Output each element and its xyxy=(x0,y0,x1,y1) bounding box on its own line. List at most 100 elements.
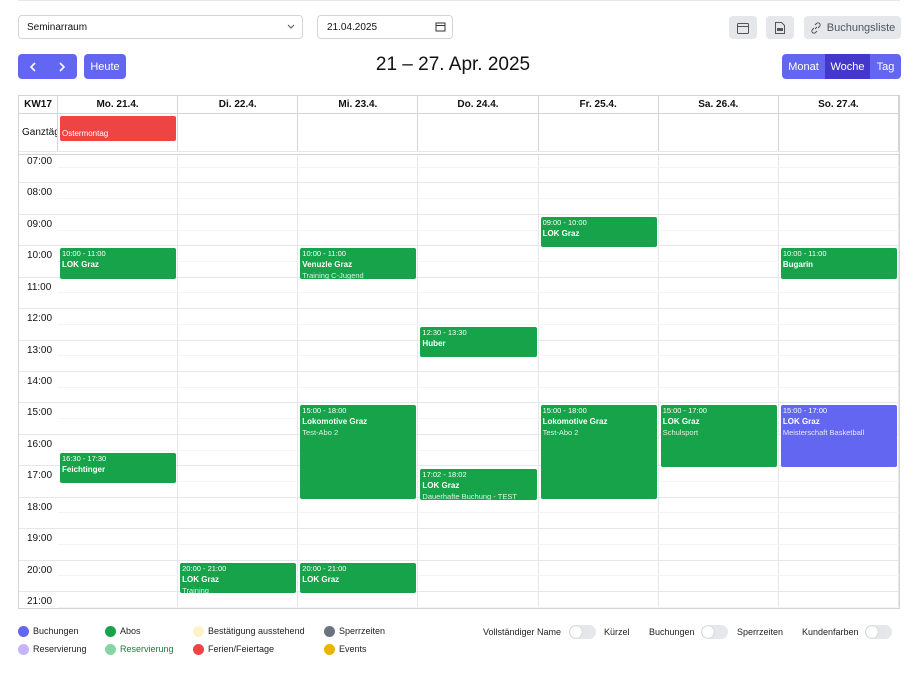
event-subtitle: Training xyxy=(182,585,209,593)
event-time: 15:00 - 18:00 xyxy=(302,406,347,416)
event-title: LOK Graz xyxy=(182,574,220,584)
allday-cell xyxy=(658,113,779,151)
date-input[interactable]: 21.04.2025 xyxy=(317,15,453,39)
hour-label: 13:00 xyxy=(27,344,53,356)
half-hour-line xyxy=(58,606,899,608)
event-time: 20:00 - 21:00 xyxy=(302,563,347,573)
legend-label: Abos xyxy=(120,626,141,636)
event-title: LOK Graz xyxy=(62,260,99,270)
event-title: Lokomotive Graz xyxy=(302,417,368,427)
half-hour-line xyxy=(58,229,899,231)
hour-line xyxy=(19,276,899,278)
hour-label: 17:00 xyxy=(27,470,53,482)
hour-line xyxy=(19,213,899,215)
hour-label: 11:00 xyxy=(27,281,52,293)
hour-line xyxy=(19,559,899,561)
hour-label: 18:00 xyxy=(27,501,53,513)
prev-button[interactable] xyxy=(26,60,40,74)
event[interactable]: 10:00 - 11:00 LOK Graz xyxy=(60,248,177,279)
event[interactable]: 20:00 - 21:00 LOK Graz xyxy=(300,562,417,593)
pdf-button[interactable] xyxy=(766,16,794,39)
event[interactable]: 15:00 - 17:00 LOK Graz Schulsport xyxy=(660,405,777,468)
hour-line xyxy=(19,528,899,530)
hour-label: 19:00 xyxy=(27,533,53,545)
day-header: Fr. 25.4. xyxy=(539,96,659,113)
today-button[interactable]: Heute xyxy=(84,54,126,79)
half-hour-line xyxy=(58,166,899,168)
link-icon xyxy=(811,21,821,34)
event-title: Feichtinger xyxy=(62,464,106,474)
hour-label: 09:00 xyxy=(27,218,53,230)
legend-dot xyxy=(193,644,204,655)
view-button[interactable]: Tag xyxy=(870,54,901,79)
day-header: Sa. 26.4. xyxy=(659,96,779,113)
allday-cell xyxy=(538,113,659,151)
legend: Buchungen Abos Bestätigung ausstehend Sperr… xyxy=(0,620,920,670)
day-column xyxy=(659,155,779,608)
next-button[interactable] xyxy=(55,60,69,74)
event-time: 16:30 - 17:30 xyxy=(62,453,107,463)
toggle-switch[interactable] xyxy=(569,625,596,639)
hour-line xyxy=(19,151,899,152)
day-column xyxy=(418,155,539,608)
event-time: 10:00 - 11:00 xyxy=(782,249,827,259)
hour-line xyxy=(19,433,899,435)
room-select[interactable]: Seminarraum xyxy=(18,15,303,39)
half-hour-line xyxy=(58,292,899,294)
view-button[interactable]: Monat xyxy=(782,54,825,79)
legend-dot xyxy=(18,644,29,655)
event-subtitle: Test-Abo 2 xyxy=(542,428,579,438)
event[interactable]: 15:00 - 17:00 LOK Graz Meisterschaft Baske… xyxy=(780,405,897,468)
legend-dot xyxy=(105,626,116,637)
booking-list-button[interactable]: Buchungsliste xyxy=(804,16,901,39)
event[interactable]: 09:00 - 10:00 LOK Graz xyxy=(540,216,657,248)
toggle-label: Kundenfarben xyxy=(802,627,859,637)
calendar-icon xyxy=(435,22,446,32)
date-value: 21.04.2025 xyxy=(327,21,378,33)
calendar-button[interactable] xyxy=(729,16,757,39)
day-column xyxy=(298,155,419,608)
event-title: Venuzle Graz xyxy=(302,260,353,270)
event-title: LOK Graz xyxy=(302,574,340,584)
event-subtitle: Meisterschaft Basketball xyxy=(782,428,865,438)
hour-label: 16:00 xyxy=(27,438,53,450)
event[interactable]: 16:30 - 17:30 Feichtinger xyxy=(60,452,177,483)
event[interactable]: 12:30 - 13:30 Huber xyxy=(420,326,537,358)
chevron xyxy=(287,24,295,29)
half-hour-line xyxy=(58,543,899,545)
event-time: 20:00 - 21:00 xyxy=(182,563,227,573)
hour-line xyxy=(19,182,899,184)
event-title: Lokomotive Graz xyxy=(542,417,608,427)
event[interactable]: 10:00 - 11:00 Venuzle Graz Training C-Juge… xyxy=(300,248,417,279)
event[interactable]: 15:00 - 18:00 Lokomotive Graz Test-Abo 2 xyxy=(300,405,417,499)
hour-label: 07:00 xyxy=(27,156,53,167)
legend-label: Events xyxy=(339,644,367,654)
calendar-grid: KW17 Ganztäg Mo. 21.4. Ostermontag Di. 22.4.… xyxy=(18,95,900,609)
event[interactable]: 20:00 - 21:00 LOK Graz Training xyxy=(180,562,297,593)
legend-label: Ferien/Feiertage xyxy=(208,644,275,654)
legend-dot xyxy=(18,626,29,637)
event-time: 15:00 - 17:00 xyxy=(782,406,828,416)
event-title: LOK Graz xyxy=(542,228,580,238)
view-button-active[interactable]: Woche xyxy=(825,54,870,79)
icon xyxy=(775,21,785,34)
event-time: 15:00 - 17:00 xyxy=(662,406,707,416)
event[interactable]: 17:02 - 18:02 LOK Graz Dauerhafte Buchung … xyxy=(420,469,537,500)
day-header: Di. 22.4. xyxy=(178,96,299,113)
half-hour-line xyxy=(58,261,899,262)
half-hour-line xyxy=(58,575,899,577)
event[interactable]: 15:00 - 18:00 Lokomotive Graz Test-Abo 2 xyxy=(540,405,657,499)
half-hour-line xyxy=(58,323,899,325)
hour-line xyxy=(19,465,899,467)
holiday-event: Ostermontag xyxy=(60,116,177,141)
room-value: Seminarraum xyxy=(27,21,88,33)
legend-label: Bestätigung ausstehend xyxy=(208,626,305,636)
event-title: LOK Graz xyxy=(782,417,820,427)
view-switch: Monat Woche Tag xyxy=(782,54,901,79)
toggle-switch[interactable] xyxy=(701,625,728,639)
toggle-switch[interactable] xyxy=(865,625,892,639)
hour-label: 20:00 xyxy=(27,564,53,576)
event[interactable]: 10:00 - 11:00 Bugarin xyxy=(780,248,897,279)
day-header: So. 27.4. xyxy=(779,96,899,113)
